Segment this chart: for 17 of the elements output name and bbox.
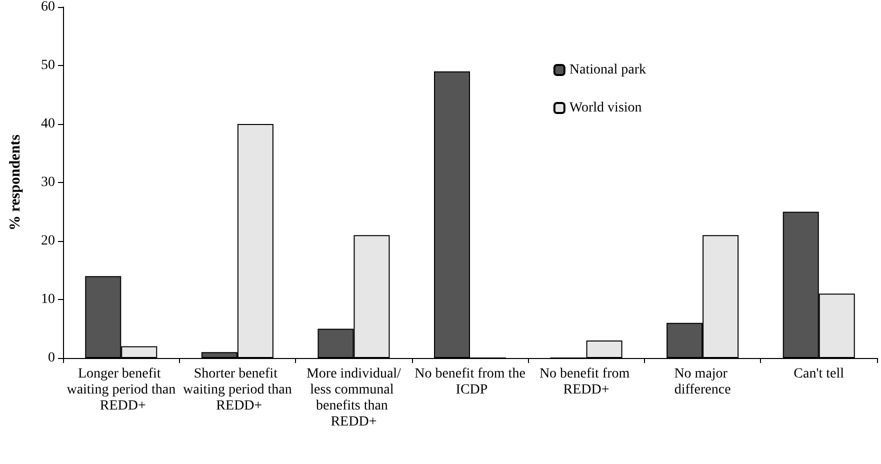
y-tick-label: 40 bbox=[41, 116, 55, 132]
x-tick-label: Can't tell bbox=[794, 366, 844, 382]
x-tick-label: No benefit from REDD+ bbox=[539, 366, 634, 398]
y-tick-label: 30 bbox=[41, 175, 55, 190]
y-tick-label: 10 bbox=[41, 292, 55, 307]
x-tick-label: No major difference bbox=[674, 366, 731, 398]
x-tick-label: No benefit from the ICDP bbox=[414, 366, 526, 398]
y-tick-label: 20 bbox=[41, 234, 55, 248]
x-tick-label: More individual/less communal benefits than REDD+ bbox=[306, 366, 402, 430]
legend-label: National park bbox=[569, 62, 646, 78]
y-tick-label: 0 bbox=[48, 350, 55, 366]
y-tick-label: 60 bbox=[41, 0, 55, 14]
x-tick-label: Longer benefit waiting period than REDD+ bbox=[66, 366, 176, 414]
y-tick-label: 50 bbox=[41, 58, 55, 73]
x-tick-label: Shorter benefit waiting period than REDD+ bbox=[182, 366, 292, 414]
legend-label: World vision bbox=[569, 100, 642, 116]
y-axis-title: % respondents bbox=[8, 134, 24, 230]
